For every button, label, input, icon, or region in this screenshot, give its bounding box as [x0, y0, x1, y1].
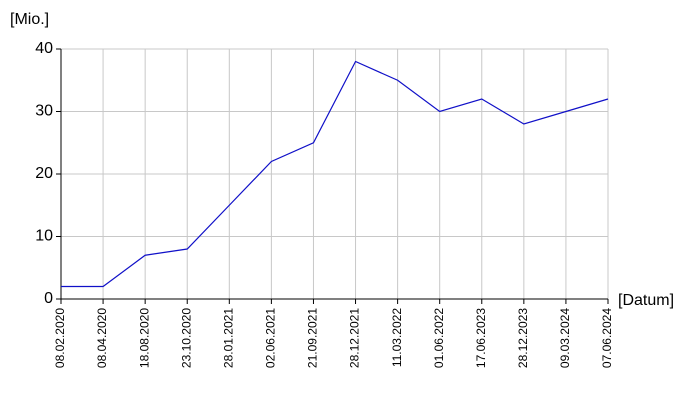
x-axis-label: [Datum]: [618, 292, 674, 309]
y-axis-label: [Mio.]: [10, 11, 49, 28]
x-tick-label: 09.03.2024: [558, 308, 572, 368]
x-tick-label: 21.09.2021: [306, 308, 320, 368]
x-tick-label: 11.03.2022: [390, 308, 404, 367]
x-tick-label: 02.06.2021: [264, 308, 278, 368]
x-tick-label: 01.06.2022: [432, 308, 446, 368]
y-tick-label: 10: [35, 228, 53, 245]
x-tick-label: 08.04.2020: [95, 308, 109, 368]
x-tick-label: 28.12.2021: [348, 308, 362, 368]
x-tick-label: 23.10.2020: [179, 308, 193, 368]
x-tick-label: 28.12.2023: [516, 308, 530, 368]
x-tick-label: 08.02.2020: [53, 308, 67, 368]
y-tick-label: 20: [35, 165, 53, 182]
x-tick-label: 07.06.2024: [600, 308, 614, 368]
y-tick-label: 30: [35, 103, 53, 120]
y-tick-label: 40: [35, 40, 53, 57]
y-tick-label: 0: [44, 290, 53, 307]
data-line: [61, 60, 609, 288]
x-tick-label: 28.01.2021: [221, 308, 235, 368]
x-tick-label: 17.06.2023: [474, 308, 488, 368]
x-tick-label: 18.08.2020: [137, 308, 151, 368]
